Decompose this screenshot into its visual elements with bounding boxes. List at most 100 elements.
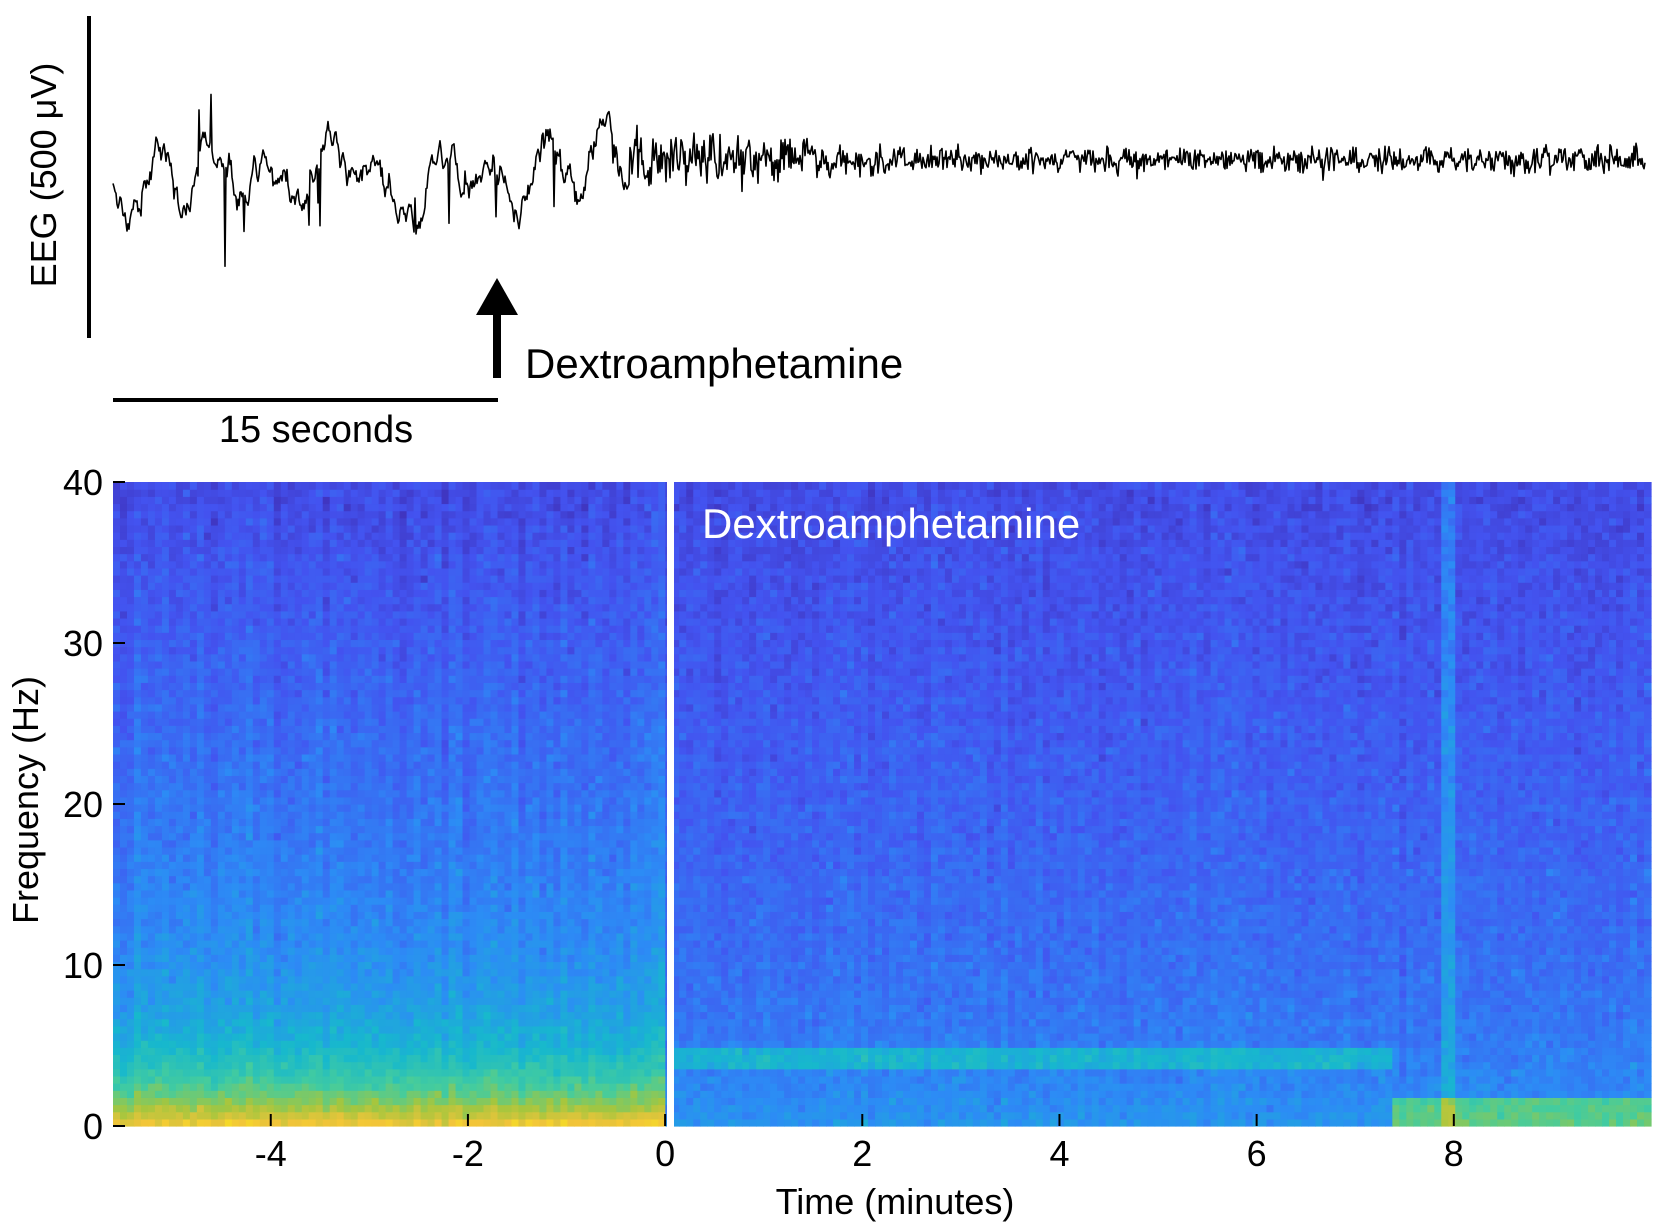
heatmap-cell [224, 668, 233, 676]
heatmap-cell [113, 503, 121, 512]
heatmap-cell [483, 811, 492, 819]
heatmap-cell [357, 904, 366, 912]
heatmap-cell [133, 1083, 142, 1091]
heatmap-cell [329, 761, 338, 769]
heatmap-cell [483, 532, 492, 540]
heatmap-cell [357, 725, 366, 734]
heatmap-cell [126, 968, 135, 977]
heatmap-cell [189, 725, 198, 734]
heatmap-cell [427, 1004, 436, 1013]
heatmap-cell [462, 496, 471, 505]
heatmap-cell [301, 725, 310, 734]
heatmap-cell [392, 703, 401, 712]
heatmap-cell [147, 589, 156, 598]
heatmap-cell [413, 560, 422, 569]
heatmap-cell [469, 861, 478, 869]
heatmap-cell [483, 703, 492, 712]
heatmap-cell [217, 517, 226, 526]
heatmap-cell [245, 846, 254, 855]
heatmap-cell [329, 818, 338, 827]
heatmap-cell [469, 1025, 478, 1034]
heatmap-cell [476, 617, 485, 626]
heatmap-cell [287, 982, 296, 991]
heatmap-cell [140, 1004, 149, 1013]
heatmap-cell [392, 854, 401, 862]
heatmap-cell [245, 1075, 254, 1084]
heatmap-cell [497, 1047, 506, 1056]
heatmap-cell [406, 496, 415, 505]
heatmap-cell [168, 825, 177, 834]
heatmap-cell [448, 1118, 457, 1127]
heatmap-cell [273, 868, 282, 877]
heatmap-cell [301, 975, 310, 984]
heatmap-cell [406, 918, 415, 927]
heatmap-cell [126, 782, 135, 791]
heatmap-cell [161, 753, 170, 762]
heatmap-cell [378, 796, 387, 805]
heatmap-cell [350, 932, 359, 941]
heatmap-cell [294, 947, 303, 955]
heatmap-cell [455, 625, 464, 633]
heatmap-cell [147, 1090, 156, 1098]
heatmap-cell [294, 1111, 303, 1120]
heatmap-cell [343, 517, 352, 526]
heatmap-cell [357, 1004, 366, 1013]
heatmap-cell [196, 918, 205, 927]
heatmap-cell [336, 804, 345, 812]
heatmap-cell [147, 653, 156, 662]
heatmap-cell [406, 703, 415, 712]
heatmap-cell [280, 761, 289, 769]
heatmap-cell [476, 789, 485, 798]
heatmap-cell [189, 1011, 198, 1020]
heatmap-cell [329, 990, 338, 998]
heatmap-cell [364, 582, 373, 590]
heatmap-cell [175, 746, 184, 755]
heatmap-cell [203, 854, 212, 862]
heatmap-cell [490, 546, 499, 555]
heatmap-cell [238, 782, 247, 791]
heatmap-cell [301, 1004, 310, 1013]
heatmap-cell [168, 632, 177, 641]
heatmap-cell [189, 732, 198, 741]
heatmap-cell [322, 660, 331, 669]
heatmap-cell [441, 639, 450, 648]
heatmap-cell [420, 846, 429, 855]
heatmap-cell [371, 560, 380, 569]
heatmap-cell [119, 1047, 128, 1056]
heatmap-cell [448, 939, 457, 948]
heatmap-cell [217, 1047, 226, 1056]
heatmap-cell [392, 668, 401, 676]
heatmap-cell [378, 532, 387, 540]
heatmap-cell [203, 889, 212, 898]
heatmap-cell [469, 954, 478, 963]
heatmap-cell [154, 725, 163, 734]
heatmap-cell [399, 1111, 408, 1120]
heatmap-cell [266, 660, 275, 669]
heatmap-cell [385, 925, 394, 934]
heatmap-cell [273, 482, 282, 490]
heatmap-cell [406, 846, 415, 855]
heatmap-cell [406, 875, 415, 884]
heatmap-cell [427, 782, 436, 791]
heatmap-cell [189, 696, 198, 705]
heatmap-cell [462, 796, 471, 805]
heatmap-cell [455, 1040, 464, 1048]
heatmap-cell [406, 868, 415, 877]
heatmap-cell [315, 496, 324, 505]
heatmap-cell [133, 854, 142, 862]
heatmap-cell [252, 918, 261, 927]
heatmap-cell [434, 524, 443, 533]
heatmap-cell [357, 524, 366, 533]
heatmap-cell [350, 789, 359, 798]
heatmap-cell [182, 596, 191, 605]
heatmap-cell [224, 918, 233, 927]
heatmap-cell [469, 696, 478, 705]
heatmap-cell [168, 560, 177, 569]
heatmap-cell [147, 1011, 156, 1020]
heatmap-cell [273, 510, 282, 519]
heatmap-cell [154, 889, 163, 898]
heatmap-cell [301, 997, 310, 1005]
heatmap-cell [126, 990, 135, 998]
heatmap-cell [280, 1047, 289, 1056]
heatmap-cell [329, 911, 338, 920]
